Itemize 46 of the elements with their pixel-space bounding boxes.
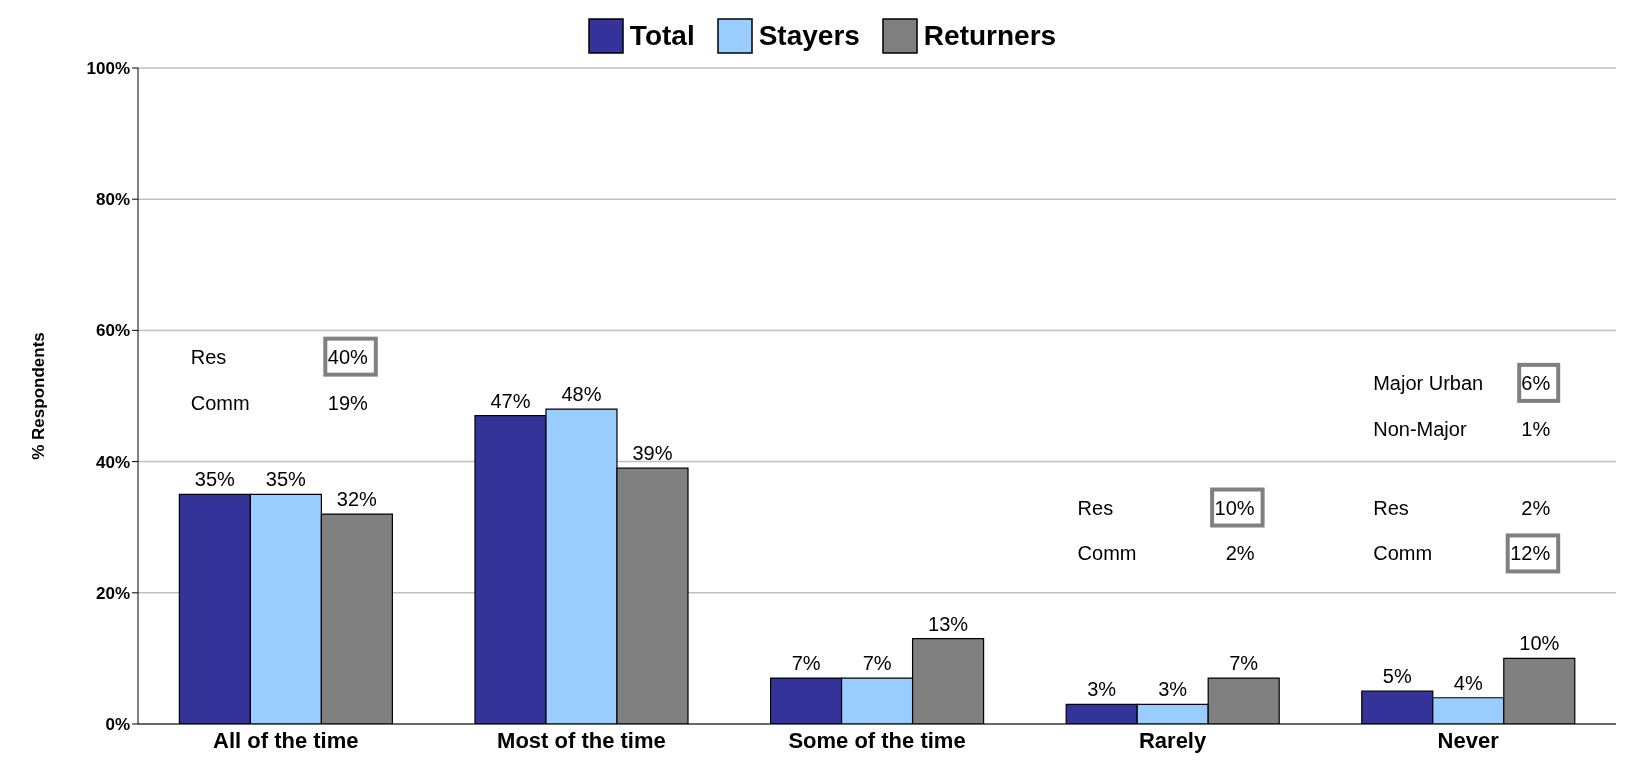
legend-label: Stayers [758,20,860,52]
y-tick-label: 20% [95,583,130,603]
legend-label: Total [629,20,695,52]
data-label: 5% [1382,665,1412,688]
annotation: 6% [1521,371,1551,394]
annotation: 1% [1521,417,1551,440]
y-axis-title: % Respondents [29,332,49,460]
x-tick-label: Most of the time [497,727,666,753]
y-tick-label: 40% [95,452,130,472]
data-label: 4% [1453,671,1483,694]
data-label: 7% [791,652,821,675]
y-tick-label: 80% [95,190,130,210]
x-tick-label: Rarely [1138,727,1207,753]
annotation: Res [190,345,227,368]
data-label: 39% [632,442,673,465]
x-tick-label: Never [1437,727,1500,753]
annotation: 40% [327,345,369,368]
annotation: 10% [1214,496,1255,519]
annotation: 12% [1510,542,1551,565]
annotation: 2% [1225,542,1255,565]
data-label: 10% [1519,632,1560,655]
y-tick-label: 60% [95,321,130,341]
annotation: 2% [1521,496,1551,519]
legend-label: Returners [923,20,1057,52]
x-tick-label: All of the time [213,727,359,753]
data-label: 32% [336,488,378,511]
annotation: Comm [190,391,250,414]
annotation: Res [1077,496,1114,519]
data-label: 48% [561,383,602,406]
data-label: 47% [490,389,531,412]
data-label: 35% [265,468,307,491]
annotation: Major Urban [1373,371,1484,394]
annotation: Comm [1373,542,1433,565]
x-tick-label: Some of the time [788,727,966,753]
y-tick-label: 0% [105,715,130,735]
annotation: Non-Major [1373,417,1467,440]
y-tick-label: 100% [86,59,130,79]
annotation: Res [1373,496,1409,519]
annotation: Comm [1077,542,1137,565]
data-label: 35% [194,468,236,491]
data-label: 13% [928,612,969,635]
data-label: 3% [1158,678,1188,701]
data-label: 7% [862,652,892,675]
annotation: 19% [327,391,369,414]
data-label: 7% [1229,652,1259,675]
data-label: 3% [1087,678,1117,701]
